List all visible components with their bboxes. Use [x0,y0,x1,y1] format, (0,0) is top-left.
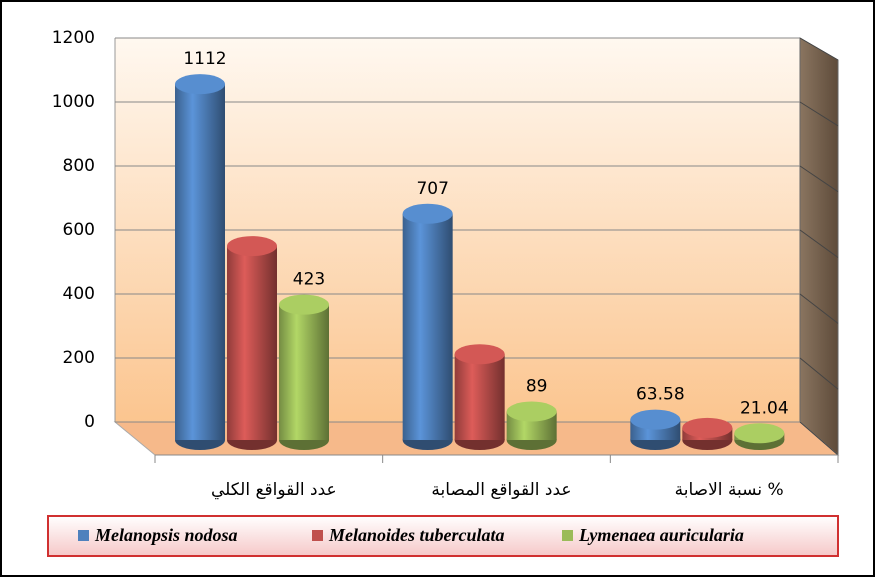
y-tick-label: 400 [63,284,95,304]
data-label: 63.58 [636,385,685,405]
bar-top [175,74,225,95]
y-tick-label: 0 [84,412,95,432]
data-label: 423 [293,270,325,290]
grid-line-side [799,421,839,456]
bar-top [630,409,681,430]
data-label: 707 [416,179,448,199]
bar-top [227,236,277,257]
grid-line-side [799,101,839,127]
y-tick-label: 600 [63,220,95,240]
data-label: 89 [526,377,548,397]
bar-top [734,423,785,444]
bar [279,304,329,440]
legend-box [47,515,839,557]
bar-top [682,417,733,438]
bar-top [279,294,329,315]
y-tick-label: 1000 [52,92,95,112]
legend-swatch [562,530,573,541]
bar-top [506,401,557,422]
y-tick-label: 800 [63,156,95,176]
data-label: 21.04 [740,398,789,418]
bar-top [402,203,453,224]
legend-swatch [312,530,323,541]
bar-top [454,344,505,365]
y-tick-label: 200 [63,348,95,368]
legend-label: Melanopsis nodosa [94,525,238,545]
y-tick-label: 1200 [52,28,95,48]
x-tick-label: عدد القواقع المصابة [431,480,571,500]
x-tick-label: نسبة الاصابة % [675,480,784,500]
bar [402,213,453,440]
legend-label: Melanoides tuberculata [328,525,505,545]
bar [227,246,277,440]
bar [454,354,505,440]
x-tick-label: عدد القواقع الكلي [211,480,337,500]
data-label: 1112 [183,49,226,69]
grid-line-side [799,165,839,193]
legend-label: Lymenaea auricularia [578,525,744,545]
grid-line-side [799,293,839,324]
legend-swatch [78,530,89,541]
side-wall [799,37,839,457]
bar [175,84,225,440]
grid-line-side [799,229,839,258]
grid-line-side [799,37,839,61]
grid-line-side [799,357,839,390]
